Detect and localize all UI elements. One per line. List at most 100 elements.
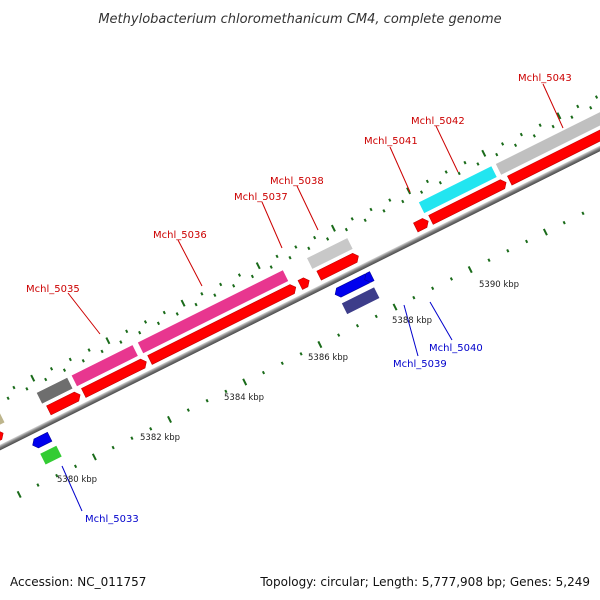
cds-arrow[interactable] <box>297 276 311 290</box>
callout-line <box>67 292 101 335</box>
cds-arrow[interactable] <box>147 283 298 365</box>
scale-label: 5386 kbp <box>308 353 348 363</box>
feature-block[interactable] <box>40 445 62 465</box>
minor-tick <box>581 211 585 216</box>
forward-cds-track <box>0 119 600 447</box>
minor-tick <box>506 249 510 253</box>
feature-block[interactable] <box>307 238 353 269</box>
minor-tick <box>149 427 153 431</box>
forward-feature-track <box>0 106 600 432</box>
minor-tick <box>449 277 453 281</box>
minor-tick <box>382 209 386 213</box>
minor-tick <box>125 329 129 334</box>
callout-line <box>61 465 83 512</box>
scale-label: 5388 kbp <box>392 316 432 326</box>
gene-label-mchl-5037[interactable]: Mchl_5037 <box>234 192 288 203</box>
minor-tick <box>219 282 223 287</box>
minor-tick <box>25 387 29 391</box>
cds-arrow[interactable] <box>46 390 83 416</box>
gene-label-mchl-5043[interactable]: Mchl_5043 <box>518 73 572 84</box>
minor-tick <box>68 357 72 362</box>
minor-tick <box>570 115 574 119</box>
feature-block[interactable] <box>341 287 380 315</box>
minor-tick <box>519 132 523 137</box>
minor-tick <box>200 292 204 296</box>
minor-tick <box>551 124 555 129</box>
reverse-feature-track <box>40 287 380 465</box>
minor-tick <box>476 162 480 166</box>
minor-tick <box>213 293 217 297</box>
forward-tick-row-inner <box>6 105 593 401</box>
minor-tick <box>237 273 242 277</box>
major-tick <box>542 228 548 236</box>
minor-tick <box>62 368 67 372</box>
major-tick <box>330 224 336 232</box>
minor-tick <box>111 445 115 450</box>
gene-label-mchl-5040[interactable]: Mchl_5040 <box>429 343 483 354</box>
cds-arrow[interactable] <box>316 252 361 281</box>
gene-label-mchl-5042[interactable]: Mchl_5042 <box>411 116 465 127</box>
minor-tick <box>156 321 161 326</box>
major-tick <box>105 337 111 345</box>
callout-line <box>403 304 419 357</box>
minor-tick <box>275 254 279 259</box>
cds-arrow[interactable] <box>507 119 600 186</box>
minor-tick <box>532 134 536 138</box>
cds-arrow[interactable] <box>362 271 375 285</box>
callout-line <box>542 83 564 129</box>
minor-tick <box>374 314 378 319</box>
minor-tick <box>425 179 429 184</box>
minor-tick <box>369 207 373 212</box>
cds-arrow[interactable] <box>333 273 370 299</box>
gene-label-mchl-5041[interactable]: Mchl_5041 <box>364 136 418 147</box>
feature-block[interactable] <box>137 270 289 354</box>
minor-tick <box>501 142 505 146</box>
callout-line <box>177 239 203 287</box>
gene-label-mchl-5038[interactable]: Mchl_5038 <box>270 176 324 187</box>
cds-arrow[interactable] <box>30 431 53 449</box>
major-tick <box>167 415 172 424</box>
minor-tick <box>355 323 360 328</box>
minor-tick <box>313 235 317 240</box>
scale-label: 5384 kbp <box>224 393 264 403</box>
minor-tick <box>401 199 405 204</box>
gene-label-mchl-5039[interactable]: Mchl_5039 <box>393 359 447 370</box>
minor-tick <box>594 95 599 99</box>
minor-tick <box>55 473 59 478</box>
feature-block[interactable] <box>495 106 600 175</box>
minor-tick <box>12 385 16 390</box>
minor-tick <box>194 302 198 307</box>
major-tick <box>556 112 562 120</box>
cds-arrow[interactable] <box>413 217 430 233</box>
minor-tick <box>44 377 48 382</box>
minor-tick <box>326 237 330 241</box>
cds-arrow[interactable] <box>81 357 148 398</box>
gene-label-mchl-5036[interactable]: Mchl_5036 <box>153 230 207 241</box>
gene-labels: Mchl_5033 Mchl_5035 Mchl_5036 Mchl_5037 … <box>26 73 572 525</box>
minor-tick <box>224 389 228 394</box>
feature-block[interactable] <box>36 377 73 404</box>
minor-tick <box>175 312 179 316</box>
gene-label-mchl-5035[interactable]: Mchl_5035 <box>26 284 80 295</box>
major-tick <box>467 265 473 274</box>
scale-label: 5390 kbp <box>479 280 519 290</box>
cds-arrow[interactable] <box>428 178 509 225</box>
genome-backbone <box>0 115 600 459</box>
minor-tick <box>337 333 341 337</box>
callout-line <box>435 125 459 173</box>
minor-tick <box>457 171 461 176</box>
cds-arrow[interactable] <box>0 429 5 447</box>
gene-label-mchl-5033[interactable]: Mchl_5033 <box>85 514 139 525</box>
major-tick <box>406 187 412 195</box>
minor-tick <box>307 246 311 251</box>
minor-tick <box>513 143 518 148</box>
minor-tick <box>487 258 491 262</box>
feature-block[interactable] <box>0 411 5 432</box>
scale-labels: 5380 kbp 5382 kbp 5384 kbp 5386 kbp 5388… <box>57 280 519 485</box>
minor-tick <box>280 361 284 366</box>
minor-tick <box>388 198 392 202</box>
major-tick <box>180 299 186 307</box>
feature-block[interactable] <box>418 166 497 214</box>
feature-block[interactable] <box>71 345 138 387</box>
major-tick <box>242 378 248 386</box>
